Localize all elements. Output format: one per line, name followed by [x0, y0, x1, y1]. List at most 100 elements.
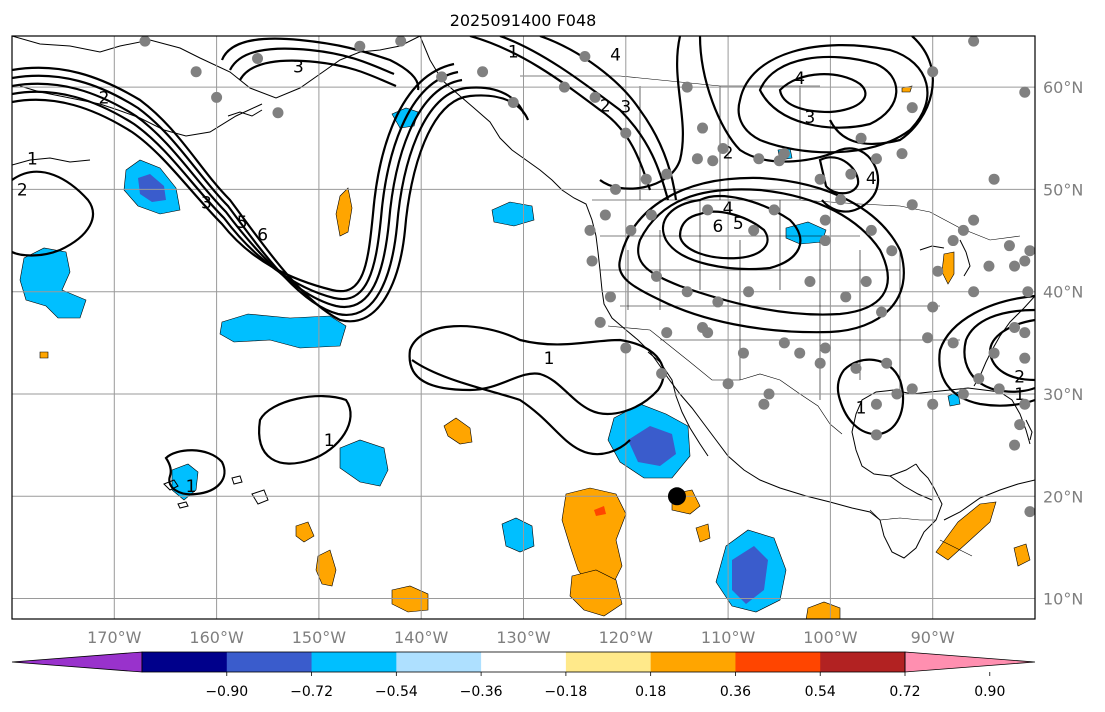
- contour-line: [678, 210, 769, 260]
- longitude-tick-label: 170°W: [87, 628, 142, 647]
- station-dot: [794, 347, 806, 359]
- contour-value-label: 4: [723, 199, 734, 219]
- station-dot: [589, 91, 601, 103]
- station-dot: [850, 362, 862, 374]
- station-dot: [139, 36, 151, 47]
- contour-line: [258, 394, 352, 465]
- station-dot: [768, 204, 780, 216]
- station-dot: [625, 224, 637, 236]
- anomaly-shading: [19, 85, 1031, 619]
- colorbar-tick-label: −0.54: [375, 684, 418, 700]
- colorbar-tick-label: 0.54: [805, 684, 836, 700]
- colorbar-over-extension: [904, 651, 1036, 673]
- strong-negative-anomaly-area: [732, 546, 768, 604]
- station-dot: [661, 168, 673, 180]
- contour-line: [637, 188, 889, 316]
- map-gridlines: [12, 36, 1035, 619]
- station-dot: [1019, 255, 1031, 267]
- contour-value-label: 1: [27, 150, 38, 170]
- colorbar-swatch: [820, 652, 906, 672]
- station-dot: [814, 357, 826, 369]
- station-dot: [691, 153, 703, 165]
- colorbar-swatch: [735, 652, 821, 672]
- contour-value-label: 3: [620, 98, 631, 118]
- contour-value-label: 2: [723, 144, 734, 164]
- station-dot: [1024, 506, 1035, 518]
- station-dot: [973, 373, 985, 385]
- contour-value-label: 2: [1014, 368, 1025, 388]
- contour-line: [220, 37, 420, 91]
- station-dot: [1022, 286, 1034, 298]
- station-dot: [702, 327, 714, 339]
- colorbar-tick-label: −0.72: [290, 684, 333, 700]
- station-dot: [968, 214, 980, 226]
- station-dot: [620, 342, 632, 354]
- contour-value-label: 1: [324, 431, 335, 451]
- station-dot: [272, 107, 284, 119]
- station-dot: [906, 199, 918, 211]
- contour-line: [12, 66, 530, 323]
- longitude-tick-label: 140°W: [394, 628, 449, 647]
- station-dot: [436, 71, 448, 83]
- station-dot: [983, 260, 995, 272]
- station-dot: [722, 378, 734, 390]
- station-dot: [876, 306, 888, 318]
- positive-anomaly-area: [695, 523, 711, 543]
- station-dot: [640, 173, 652, 185]
- contour-line: [229, 47, 395, 76]
- colorbar-swatch: [565, 652, 652, 672]
- station-dot: [988, 347, 1000, 359]
- station-dot: [1019, 86, 1031, 98]
- contour-line: [12, 170, 94, 257]
- colorbar-tick-label: −0.36: [460, 684, 503, 700]
- contour-value-label: 6: [257, 225, 268, 245]
- station-dot: [957, 388, 969, 400]
- contour-value-label: 1: [1014, 385, 1025, 405]
- station-dot: [707, 155, 719, 167]
- station-dot: [211, 91, 223, 103]
- contour-line: [758, 55, 898, 129]
- station-dot: [681, 81, 693, 93]
- contour-line: [661, 195, 802, 271]
- positive-anomaly-area: [443, 417, 473, 445]
- colorbar-under-extension: [11, 651, 143, 673]
- positive-anomaly-area: [315, 549, 337, 587]
- station-dot: [737, 347, 749, 359]
- station-dot: [1009, 322, 1021, 333]
- longitude-tick-label: 150°W: [292, 628, 347, 647]
- contour-value-label: 3: [805, 108, 816, 128]
- colorbar-swatch: [311, 652, 397, 672]
- colorbar-outline: [141, 651, 906, 673]
- target-location-marker: [667, 487, 686, 506]
- station-dot: [604, 291, 616, 303]
- colorbar-swatch: [142, 652, 228, 672]
- station-dot: [717, 143, 729, 155]
- station-dot: [819, 342, 831, 354]
- station-dot: [656, 368, 668, 380]
- positive-anomaly-area: [1013, 543, 1031, 567]
- station-dot: [968, 286, 980, 298]
- strong-negative-anomaly-area: [138, 174, 166, 202]
- contour-line: [12, 62, 455, 293]
- station-dot: [1019, 352, 1031, 364]
- contour-line: [12, 70, 459, 301]
- station-dot: [814, 173, 826, 185]
- station-dot: [886, 245, 898, 257]
- station-dot: [835, 194, 847, 206]
- station-dot: [1019, 398, 1031, 410]
- contour-value-label: 1: [186, 477, 197, 497]
- contour-value-label: 2: [99, 88, 110, 108]
- station-dot: [778, 148, 790, 160]
- station-dot: [865, 224, 877, 236]
- negative-anomaly-area: [501, 517, 535, 553]
- contour-line: [12, 74, 526, 316]
- positive-anomaly-area: [561, 487, 627, 591]
- longitude-tick-label: 130°W: [496, 628, 551, 647]
- contour-line: [599, 36, 684, 190]
- station-markers: [139, 36, 1035, 518]
- station-dot: [763, 388, 775, 400]
- station-dot: [922, 332, 934, 344]
